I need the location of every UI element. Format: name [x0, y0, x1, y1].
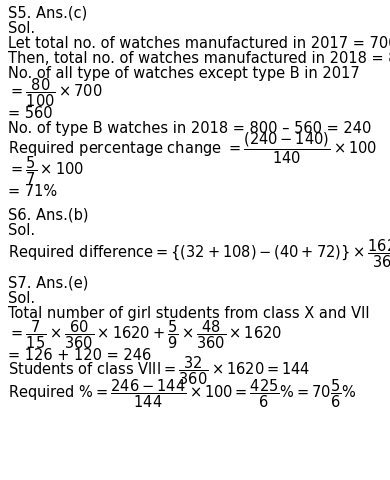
Text: Required percentage change $= \dfrac{(240-140)}{140}\times 100$: Required percentage change $= \dfrac{(24…	[8, 130, 377, 166]
Text: Required $\%=\dfrac{246-144}{144}\times 100 = \dfrac{425}{6}\% = 70\dfrac{5}{6}\: Required $\%=\dfrac{246-144}{144}\times …	[8, 377, 356, 410]
Text: Required difference$=\{(32 + 108) - (40 + 72)\}\times \dfrac{1620}{360} = 126$: Required difference$=\{(32 + 108) - (40 …	[8, 237, 390, 270]
Text: Students of class VIII$=\dfrac{32}{360}\times 1620 = 144$: Students of class VIII$=\dfrac{32}{360}\…	[8, 354, 310, 387]
Text: No. of type B watches in 2018 = 800 – 560 = 240: No. of type B watches in 2018 = 800 – 56…	[8, 121, 371, 136]
Text: $=\dfrac{80}{100}\times 700$: $=\dfrac{80}{100}\times 700$	[8, 76, 103, 109]
Text: Sol.: Sol.	[8, 291, 35, 306]
Text: Then, total no. of watches manufactured in 2018 = 800: Then, total no. of watches manufactured …	[8, 51, 390, 66]
Text: S7. Ans.(e): S7. Ans.(e)	[8, 276, 89, 291]
Text: = 126 + 120 = 246: = 126 + 120 = 246	[8, 348, 151, 363]
Text: = 560: = 560	[8, 106, 53, 121]
Text: Total number of girl students from class X and VII: Total number of girl students from class…	[8, 306, 370, 321]
Text: = 71%: = 71%	[8, 184, 57, 199]
Text: S6. Ans.(b): S6. Ans.(b)	[8, 208, 89, 223]
Text: Sol.: Sol.	[8, 21, 35, 36]
Text: $=\dfrac{7}{15}\times\dfrac{60}{360}\times 1620 + \dfrac{5}{9}\times\dfrac{48}{3: $=\dfrac{7}{15}\times\dfrac{60}{360}\tim…	[8, 318, 282, 351]
Text: S5. Ans.(c): S5. Ans.(c)	[8, 6, 87, 21]
Text: $=\dfrac{5}{7}\times 100$: $=\dfrac{5}{7}\times 100$	[8, 154, 84, 187]
Text: Let total no. of watches manufactured in 2017 = 700: Let total no. of watches manufactured in…	[8, 36, 390, 51]
Text: Sol.: Sol.	[8, 223, 35, 238]
Text: No. of all type of watches except type B in 2017: No. of all type of watches except type B…	[8, 66, 360, 81]
